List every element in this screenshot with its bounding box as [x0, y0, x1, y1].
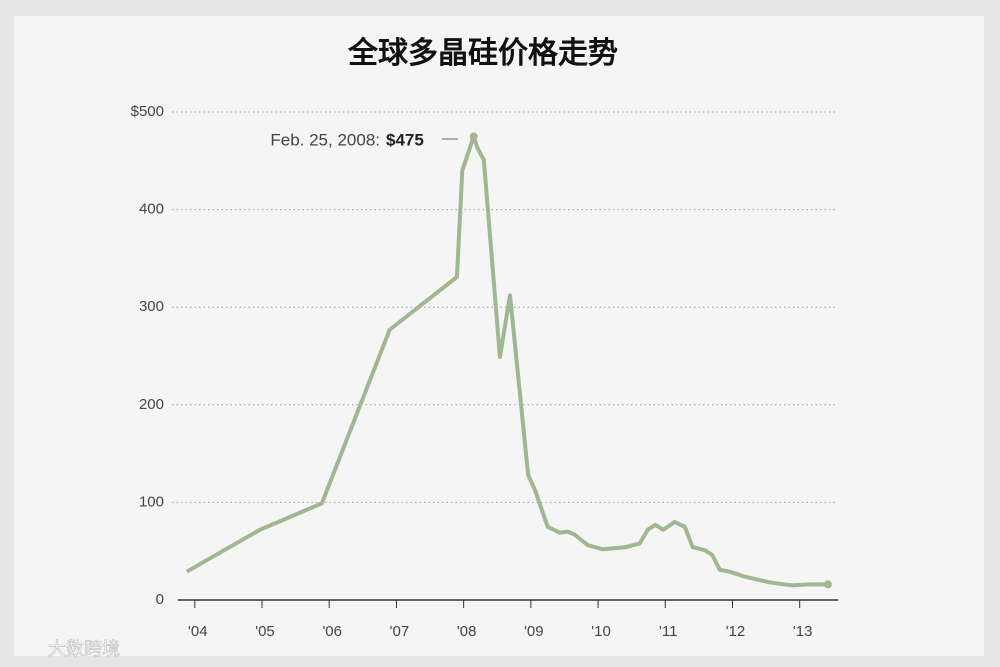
- x-tick-label: '13: [793, 623, 813, 640]
- y-tick-label: 200: [139, 396, 164, 413]
- y-tick-label: 300: [139, 298, 164, 315]
- x-tick-label: '08: [457, 623, 477, 640]
- chart-title: 全球多晶硅价格走势: [347, 36, 618, 70]
- peak-dot: [469, 132, 478, 141]
- x-tick-label: '04: [188, 623, 208, 640]
- y-tick-label: 400: [139, 201, 164, 218]
- y-tick-label: $500: [131, 103, 164, 120]
- watermark: 大数跨境: [48, 639, 120, 659]
- x-tick-label: '12: [726, 623, 746, 640]
- y-tick-label: 100: [139, 493, 164, 510]
- x-tick-label: '06: [322, 623, 342, 640]
- x-tick-label: '07: [390, 623, 410, 640]
- y-tick-label: 0: [156, 591, 164, 608]
- annotation-value: $475: [386, 130, 424, 149]
- annotation-label: Feb. 25, 2008:: [270, 130, 380, 149]
- x-tick-label: '05: [255, 623, 275, 640]
- x-tick-label: '10: [591, 623, 611, 640]
- x-tick-label: '09: [524, 623, 544, 640]
- x-tick-label: '11: [659, 623, 677, 640]
- data-line: [185, 134, 828, 588]
- end-dot: [823, 580, 832, 589]
